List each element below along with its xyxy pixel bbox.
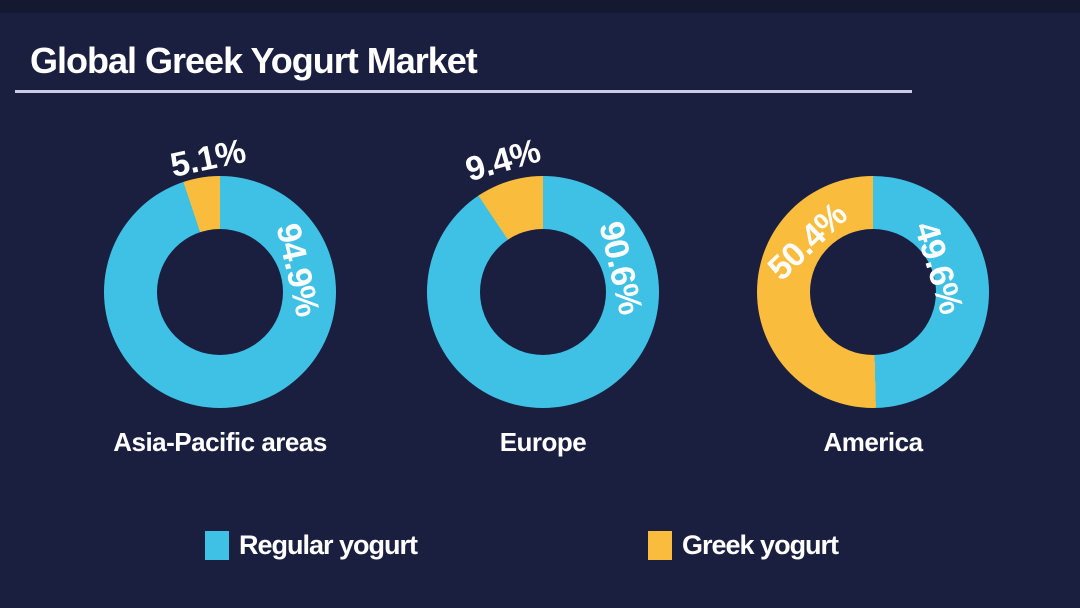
donut-ring-asia-pacific — [104, 176, 336, 408]
donut-ring-europe — [427, 176, 659, 408]
donut-hole — [480, 229, 606, 355]
regular-yogurt-swatch-icon — [205, 530, 229, 560]
greek-yogurt-swatch-icon — [648, 530, 672, 560]
legend-item-greek-yogurt: Greek yogurt — [648, 529, 839, 560]
legend-label-greek-yogurt: Greek yogurt — [682, 529, 839, 560]
donut-chart-america: 50.4% 49.6% America — [713, 130, 1033, 470]
top-edge-strip — [0, 0, 1080, 13]
donut-hole — [157, 229, 283, 355]
donut-chart-asia-pacific-areas: 5.1% 94.9% Asia-Pacific areas — [60, 130, 380, 470]
donut-chart-europe: 9.4% 90.6% Europe — [383, 130, 703, 470]
donut-hole — [810, 229, 936, 355]
legend-item-regular-yogurt: Regular yogurt — [205, 529, 418, 560]
legend-label-regular-yogurt: Regular yogurt — [239, 529, 418, 560]
title-underline — [15, 90, 912, 93]
donut-ring-america — [757, 176, 989, 408]
category-label-asia-pacific: Asia-Pacific areas — [113, 427, 327, 457]
category-label-europe: Europe — [499, 427, 587, 457]
page-title: Global Greek Yogurt Market — [30, 40, 478, 81]
category-label-america: America — [823, 427, 923, 457]
